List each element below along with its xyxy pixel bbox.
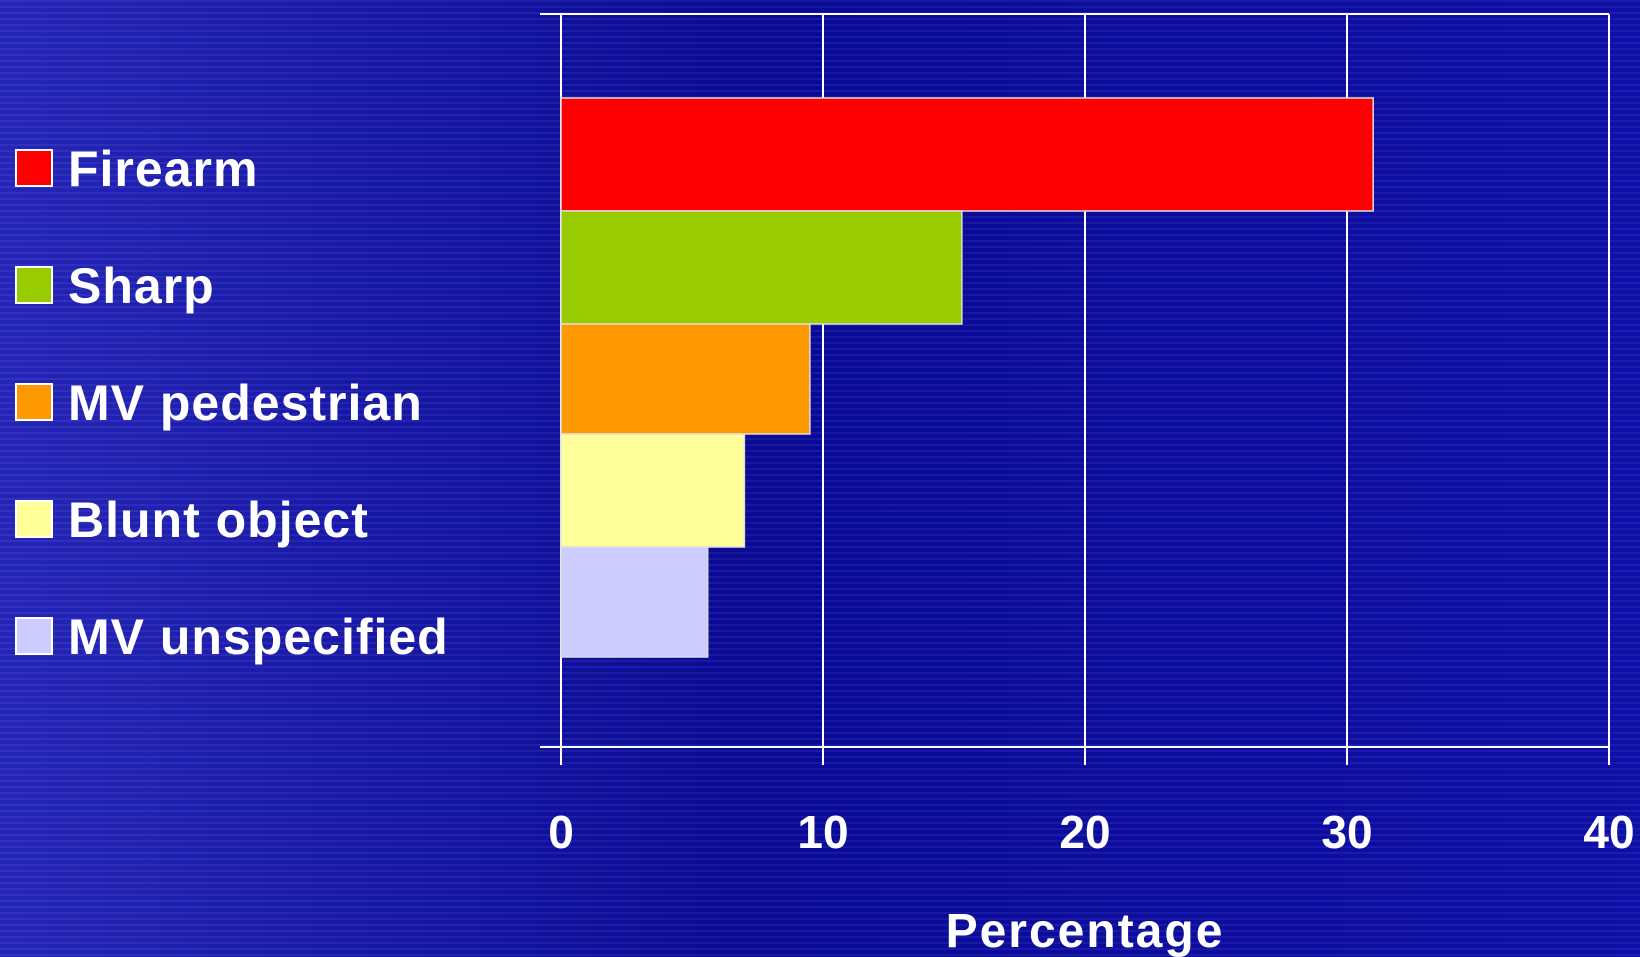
x-tick-label-0: 0 bbox=[548, 806, 574, 858]
legend-swatch-mv-unspecified bbox=[15, 617, 53, 655]
bar-sharp bbox=[560, 210, 963, 325]
legend-label-blunt-object: Blunt object bbox=[68, 492, 369, 548]
legend-label-mv-unspecified: MV unspecified bbox=[68, 609, 449, 665]
legend-label-mv-pedestrian: MV pedestrian bbox=[68, 375, 423, 431]
bars bbox=[560, 97, 1374, 658]
legend-swatch-firearm bbox=[15, 149, 53, 187]
legend-label-firearm: Firearm bbox=[68, 141, 258, 197]
bar-mv-unspecified bbox=[560, 546, 709, 658]
legend-swatch-blunt-object bbox=[15, 500, 53, 538]
bar-firearm bbox=[560, 97, 1374, 212]
legend-item-mv-unspecified: MV unspecified bbox=[15, 609, 449, 665]
bar-mv-pedestrian bbox=[560, 323, 811, 435]
x-tick-label-30: 30 bbox=[1321, 806, 1372, 858]
legend-item-mv-pedestrian: MV pedestrian bbox=[15, 375, 423, 431]
legend-swatch-mv-pedestrian bbox=[15, 383, 53, 421]
legend-item-sharp: Sharp bbox=[15, 258, 215, 314]
x-tick-label-40: 40 bbox=[1583, 806, 1634, 858]
legend-label-sharp: Sharp bbox=[68, 258, 215, 314]
x-axis: 0 10 20 30 40 bbox=[540, 746, 1635, 858]
bar-blunt-object bbox=[560, 433, 746, 548]
legend-item-firearm: Firearm bbox=[15, 141, 258, 197]
x-tick-label-20: 20 bbox=[1059, 806, 1110, 858]
x-axis-title: Percentage bbox=[946, 905, 1225, 957]
x-tick-label-10: 10 bbox=[797, 806, 848, 858]
legend-swatch-sharp bbox=[15, 266, 53, 304]
legend-item-blunt-object: Blunt object bbox=[15, 492, 369, 548]
legend: Firearm Sharp MV pedestrian Blunt object MV … bbox=[15, 141, 449, 665]
